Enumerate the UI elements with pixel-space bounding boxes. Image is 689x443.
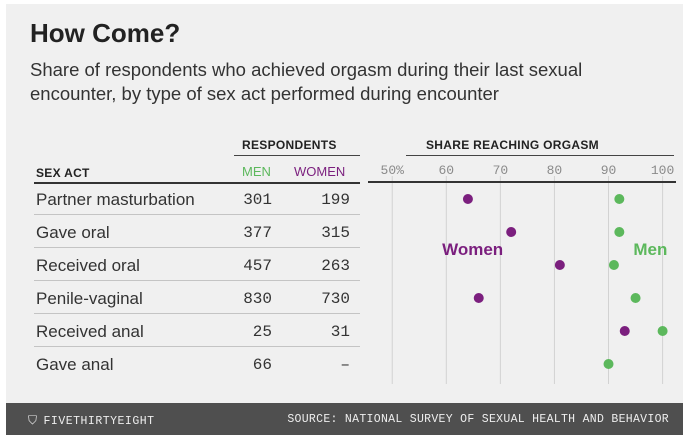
row-separator bbox=[34, 313, 360, 314]
x-tick-label: 50% bbox=[381, 163, 405, 178]
men-header: MEN bbox=[242, 164, 271, 179]
women-series-label: Women bbox=[442, 240, 503, 259]
respondents-header-rule bbox=[234, 155, 360, 156]
brand: ⛉ FIVETHIRTYEIGHT bbox=[28, 413, 155, 428]
x-tick-label: 80 bbox=[547, 163, 563, 178]
women-dot bbox=[462, 194, 473, 204]
men-series-label: Men bbox=[633, 240, 667, 259]
men-count-penile-vaginal: 830 bbox=[243, 290, 272, 308]
row-label-gave-anal: Gave anal bbox=[36, 355, 114, 374]
chart-subtitle: Share of respondents who achieved orgasm… bbox=[30, 59, 583, 104]
women-header: WOMEN bbox=[294, 164, 346, 179]
row-label-received-anal: Received anal bbox=[36, 322, 144, 341]
women-count-gave-oral: 315 bbox=[321, 224, 350, 242]
plot-title: SHARE REACHING ORGASM bbox=[426, 138, 599, 152]
row-label-penile-vaginal: Penile-vaginal bbox=[36, 289, 143, 308]
footer-bar: ⛉ FIVETHIRTYEIGHT SOURCE: NATIONAL SURVEY… bbox=[6, 403, 683, 435]
men-count-received-anal: 25 bbox=[252, 323, 272, 341]
chart-title: How Come? bbox=[30, 18, 181, 48]
row-separator bbox=[34, 247, 360, 248]
dot-plot: 50% 60 70 80 90 100 Women Men bbox=[368, 163, 676, 384]
men-dot bbox=[657, 326, 668, 336]
men-dot bbox=[614, 227, 625, 237]
women-dot bbox=[554, 260, 565, 270]
women-count-gave-anal: – bbox=[340, 356, 350, 374]
row-separator bbox=[34, 346, 360, 347]
plot-tick-labels: 50% 60 70 80 90 100 bbox=[381, 163, 675, 178]
plot-title-rule bbox=[406, 155, 674, 156]
x-tick-label: 60 bbox=[438, 163, 454, 178]
fivethirtyeight-logo-icon: ⛉ bbox=[28, 413, 38, 427]
men-count-received-oral: 457 bbox=[243, 257, 272, 275]
men-count-gave-anal: 66 bbox=[252, 356, 272, 374]
source-note: SOURCE: NATIONAL SURVEY OF SEXUAL HEALTH… bbox=[287, 413, 669, 426]
table-header-rule bbox=[34, 182, 360, 184]
row-label-gave-oral: Gave oral bbox=[36, 223, 110, 242]
women-dot bbox=[506, 227, 517, 237]
men-dot bbox=[614, 194, 625, 204]
x-tick-label: 70 bbox=[493, 163, 509, 178]
women-count-penile-vaginal: 730 bbox=[321, 290, 350, 308]
plot-grid bbox=[391, 176, 664, 384]
women-count-received-oral: 263 bbox=[321, 257, 350, 275]
row-label-received-oral: Received oral bbox=[36, 256, 140, 275]
row-label-partner-masturbation: Partner masturbation bbox=[36, 190, 195, 209]
women-count-partner-masturbation: 199 bbox=[321, 191, 350, 209]
men-dot bbox=[608, 260, 619, 270]
chart-panel: How Come? Share of respondents who achie… bbox=[6, 4, 683, 435]
women-dot bbox=[619, 326, 630, 336]
women-count-received-anal: 31 bbox=[330, 323, 350, 341]
brand-name: FIVETHIRTYEIGHT bbox=[43, 415, 155, 428]
men-count-gave-oral: 377 bbox=[243, 224, 272, 242]
women-dot bbox=[473, 293, 484, 303]
row-separator bbox=[34, 214, 360, 215]
row-separator bbox=[34, 280, 360, 281]
plot-series-labels: Women Men bbox=[442, 240, 667, 259]
plot-dots bbox=[462, 194, 668, 369]
x-tick-label: 100 bbox=[651, 163, 674, 178]
x-tick-label: 90 bbox=[601, 163, 617, 178]
respondents-header: RESPONDENTS bbox=[242, 138, 337, 152]
men-count-partner-masturbation: 301 bbox=[243, 191, 272, 209]
men-dot bbox=[603, 359, 614, 369]
sex-act-header: SEX ACT bbox=[36, 166, 90, 180]
men-dot bbox=[630, 293, 641, 303]
